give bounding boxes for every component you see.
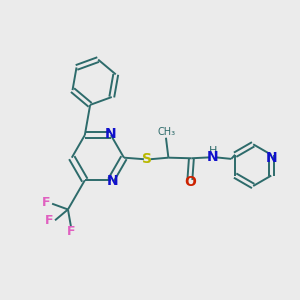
Text: F: F [42,196,51,209]
Text: H: H [209,146,218,156]
Text: N: N [207,150,219,164]
Text: N: N [266,152,277,165]
Text: N: N [105,128,117,142]
Text: F: F [45,214,54,227]
Text: N: N [106,174,118,188]
Text: S: S [142,152,152,166]
Text: F: F [67,225,75,238]
Text: O: O [184,175,196,189]
Text: CH₃: CH₃ [158,127,176,137]
